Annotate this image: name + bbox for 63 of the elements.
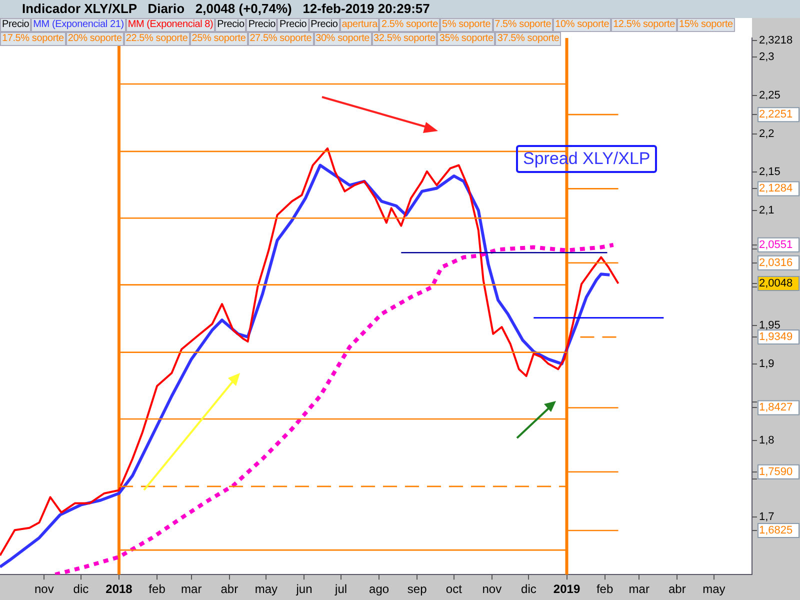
text: MM (Exponencial 8) [126,18,216,32]
annotation: 17.5% soporte [0,32,66,46]
x-tick-label: jul [334,582,348,596]
x-tick-label: dic [73,582,89,596]
y-tick-label: 2,3218 [759,34,793,46]
x-tick-label: nov [482,582,502,596]
text: 7.5% soporte [492,18,554,32]
y-tick-label: 2,3 [759,51,774,64]
x-tick-label: abr [668,582,686,596]
chart-title: Indicador XLY/XLP Diario 2,0048 (+0,74%) 12-feb-2019 20:29:57 [0,0,800,18]
x-tick-label: feb [596,582,614,596]
x-tick-label: nov [34,582,54,596]
annotation: 32.5% soporte [372,32,438,46]
text: Precio [0,18,32,32]
annotation: 25% soporte [190,32,248,46]
y-tick-label: 1,9349 [759,331,793,344]
y-tick-label: 2,1284 [759,182,793,195]
y-tick-label: 2,25 [759,90,780,102]
text: 15% soporte [676,18,735,32]
text: Precio [308,18,340,32]
text: apertura [340,18,380,32]
x-tick-label: may [254,582,278,596]
x-tick-label: ago [369,582,390,596]
x-tick-label: mar [181,582,202,596]
x-tick-label: feb [148,582,166,596]
y-tick-label: 2,1 [759,204,774,217]
annotation: 22.5% soporte [124,32,190,46]
y-tick-label: 2,15 [759,166,780,178]
y-tick-label: 1,7 [759,511,774,524]
x-tick-label: abr [220,582,238,596]
x-tick-label: 2019 [553,582,580,596]
y-tick-label: 1,95 [759,319,780,332]
y-tick-label: 2,2251 [759,108,793,121]
x-tick-label: mar [628,582,650,596]
text: Precio [215,18,246,32]
annotation: 20% soporte [66,32,124,46]
x-tick-label: may [702,582,726,596]
text: 2.5% soporte [379,18,440,32]
y-tick-label: 2,0048 [759,277,793,290]
y-tick-label: 1,8 [759,434,774,446]
text: Precio [246,18,278,32]
y-tick-label: 2,0551 [759,238,793,251]
x-tick-label: sep [407,582,428,596]
y-tick-label: 1,7590 [759,466,793,478]
text: 12.5% soporte [611,18,677,32]
x-tick-label: oct [446,582,463,596]
x-tick-label: jun [295,582,312,596]
annotation: 27.5% soporte [248,32,314,46]
x-tick-label: 2018 [106,582,133,596]
x-tick-label: dic [521,582,536,596]
text: 10% soporte [553,18,612,32]
y-tick-label: 1,6825 [759,524,793,537]
text: 5% soporte [440,18,493,32]
line-series [53,242,616,575]
annotation: 35% soporte [437,32,496,46]
y-tick-label: 2,2 [759,128,774,140]
y-tick-label: 2,0316 [759,256,793,269]
text: MM (Exponencial 21) [31,18,126,32]
y-tick-label: 1,8427 [759,402,793,414]
text: Precio [277,18,309,32]
y-tick-label: 1,9 [759,358,774,370]
annotation: 37.5% soporte [495,32,562,46]
annotation: 30% soporte [314,32,372,46]
